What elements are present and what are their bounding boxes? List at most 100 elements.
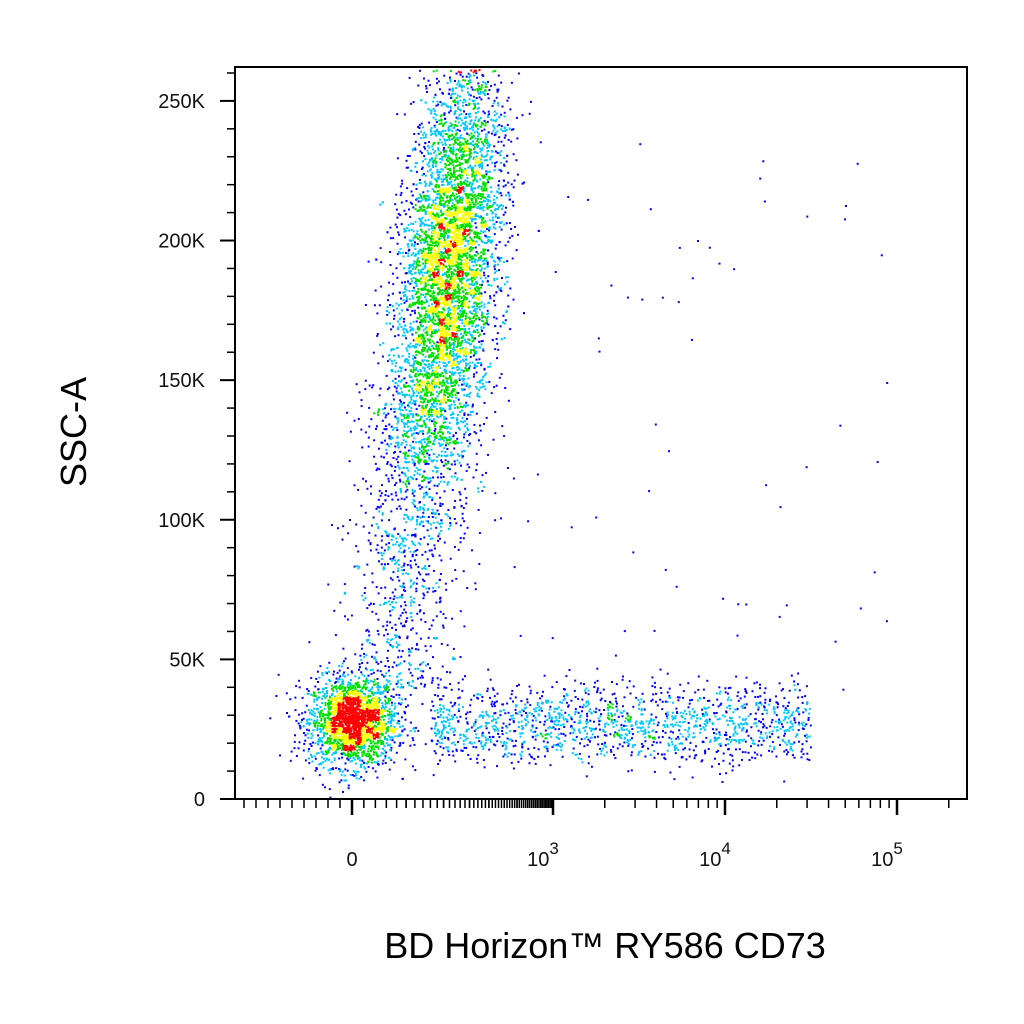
data-point	[328, 713, 331, 716]
data-point	[392, 398, 395, 401]
data-point	[451, 382, 454, 385]
data-point	[377, 705, 380, 708]
data-point	[351, 759, 354, 762]
data-point	[352, 701, 355, 704]
data-point	[412, 426, 415, 429]
data-point	[336, 737, 339, 740]
data-point	[469, 127, 472, 130]
data-point	[371, 714, 373, 717]
data-point	[418, 327, 421, 330]
data-point	[386, 739, 389, 742]
data-point	[389, 719, 392, 722]
data-point	[423, 343, 426, 346]
data-point	[414, 427, 417, 430]
data-point	[407, 255, 410, 258]
data-point	[302, 725, 305, 728]
data-point	[467, 413, 470, 416]
data-point	[469, 79, 472, 82]
data-point	[359, 730, 361, 733]
data-point	[472, 337, 475, 340]
data-point	[364, 304, 367, 306]
data-point	[440, 214, 443, 217]
data-point	[361, 714, 364, 716]
data-point	[442, 92, 444, 95]
data-point	[400, 716, 403, 719]
data-point	[410, 380, 413, 383]
data-point	[340, 701, 342, 704]
data-point	[418, 143, 421, 146]
data-point	[390, 360, 393, 362]
data-point	[504, 211, 507, 214]
data-point	[392, 696, 395, 699]
data-point	[465, 395, 468, 397]
data-point	[401, 725, 404, 728]
data-point	[435, 114, 438, 117]
data-point	[426, 255, 429, 258]
data-point	[427, 440, 430, 443]
data-point	[422, 446, 425, 449]
data-point	[356, 734, 359, 737]
data-point	[483, 332, 486, 335]
data-point	[485, 187, 488, 190]
data-point	[359, 705, 361, 708]
data-point	[409, 721, 412, 724]
data-point	[406, 734, 409, 737]
data-point	[469, 356, 472, 358]
data-point	[377, 688, 380, 691]
data-point	[384, 706, 387, 709]
data-point	[334, 710, 337, 713]
data-point	[363, 683, 366, 686]
data-point	[463, 382, 466, 385]
data-point	[414, 360, 417, 363]
data-point	[404, 359, 407, 362]
data-point	[350, 750, 353, 753]
data-point	[372, 740, 375, 743]
data-point	[355, 730, 358, 733]
data-point	[351, 687, 353, 690]
data-point	[440, 227, 443, 230]
data-point	[387, 726, 390, 728]
data-point	[427, 444, 430, 447]
data-point	[316, 698, 319, 701]
data-point	[458, 491, 461, 494]
data-point	[355, 711, 358, 714]
data-point	[449, 211, 452, 214]
data-point	[366, 726, 369, 729]
data-point	[478, 340, 481, 343]
data-point	[475, 352, 478, 355]
data-point	[313, 712, 316, 715]
data-point	[325, 726, 328, 729]
data-point	[436, 236, 438, 239]
data-point	[377, 684, 379, 687]
data-point	[493, 145, 496, 148]
data-point	[470, 185, 473, 188]
data-point	[468, 104, 471, 106]
data-point	[341, 748, 344, 751]
data-point	[311, 756, 313, 758]
data-point	[342, 791, 344, 793]
data-point	[381, 713, 384, 716]
data-point	[392, 237, 395, 240]
data-point	[342, 734, 344, 737]
data-point	[303, 732, 305, 734]
data-point	[409, 282, 412, 285]
data-point	[326, 667, 329, 669]
data-point	[493, 299, 495, 302]
data-point	[394, 465, 397, 468]
data-point	[356, 770, 359, 773]
data-point	[405, 252, 407, 254]
data-point	[418, 261, 421, 264]
data-point	[363, 737, 366, 740]
data-point	[337, 745, 340, 748]
data-point	[500, 373, 503, 376]
data-point	[340, 696, 343, 699]
data-point	[455, 320, 458, 323]
data-point	[347, 748, 349, 751]
data-point	[347, 758, 350, 761]
data-point	[357, 721, 360, 724]
data-point	[334, 698, 337, 701]
data-point	[298, 724, 301, 727]
data-point	[497, 192, 500, 195]
data-point	[358, 777, 361, 780]
data-point	[437, 318, 440, 321]
